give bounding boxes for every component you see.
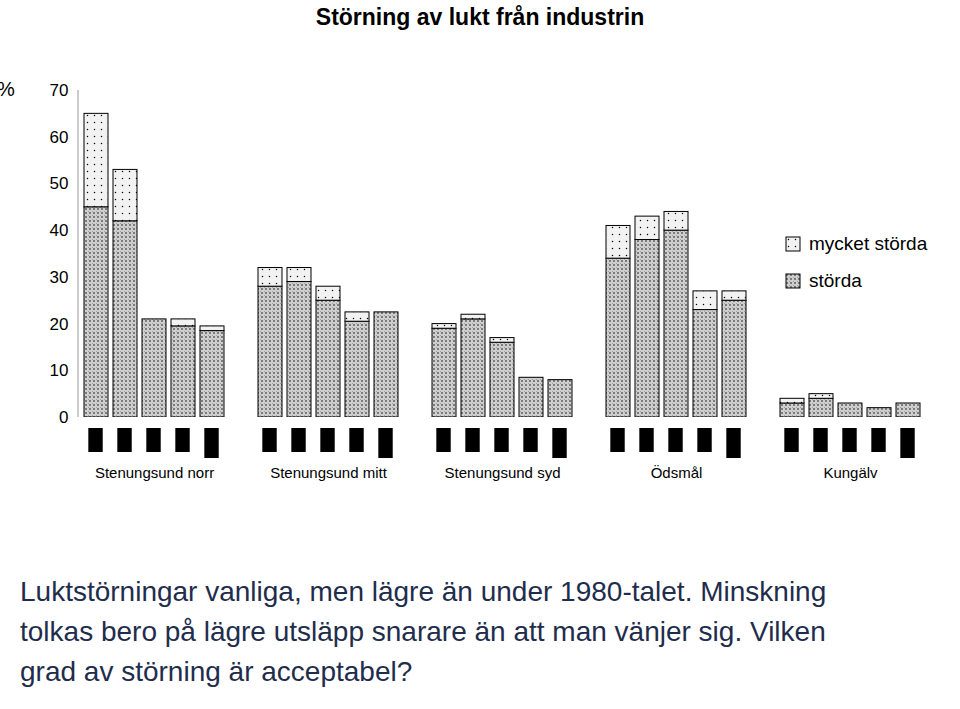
html-text:Luktstörningar vanliga, men lä: Luktstörningar vanliga, men lägre än und… — [20, 576, 827, 687]
html-text:störda: störda — [809, 269, 862, 291]
svg-text:Stenungsund syd: Stenungsund syd — [445, 464, 561, 481]
svg-text:Ödsmål: Ödsmål — [651, 464, 703, 481]
svg-text:0: 0 — [59, 408, 68, 427]
svg-text:20: 20 — [50, 315, 69, 334]
html-text:mycket störda: mycket störda — [809, 232, 928, 254]
svg-text:10: 10 — [50, 361, 69, 380]
svg-text:30: 30 — [50, 268, 69, 287]
svg-text:70: 70 — [50, 81, 69, 100]
html-text:Störning av lukt från industri: Störning av lukt från industrin — [315, 4, 645, 30]
svg-text:50: 50 — [50, 174, 69, 193]
svg-text:60: 60 — [50, 128, 69, 147]
svg-text:40: 40 — [50, 221, 69, 240]
svg-text:Stenungsund mitt: Stenungsund mitt — [270, 464, 388, 481]
svg-text:Stenungsund norr: Stenungsund norr — [95, 464, 214, 481]
svg-text:%: % — [0, 78, 15, 100]
svg-text:Kungälv: Kungälv — [823, 464, 878, 481]
